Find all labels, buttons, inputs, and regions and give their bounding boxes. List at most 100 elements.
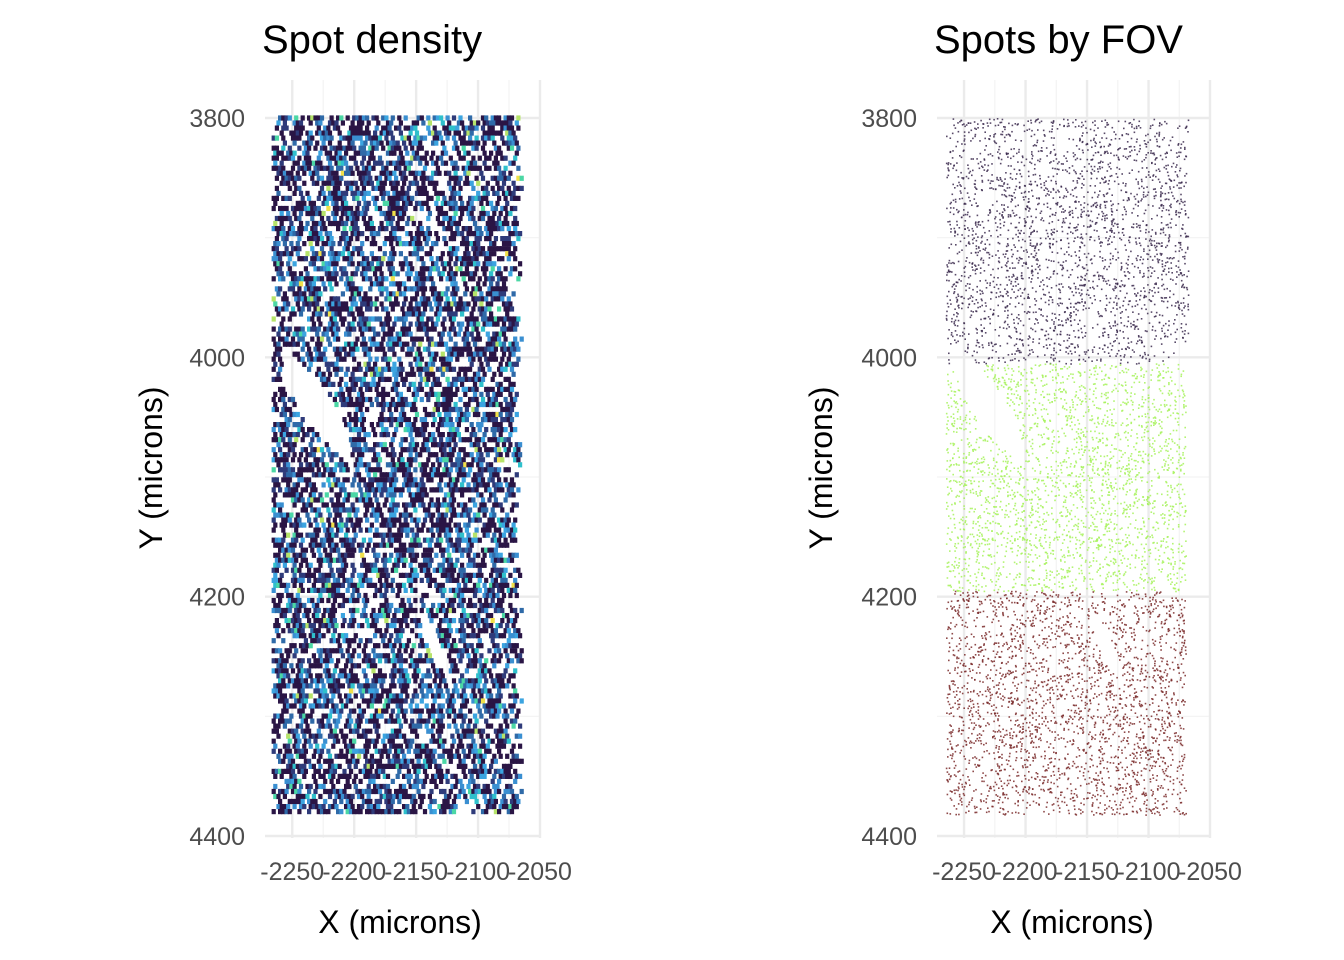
hexbin-cell [281,306,286,312]
hexbin-cell [450,220,455,227]
hexbin-cell [434,381,439,387]
hexbin-cell [413,557,418,563]
hexbin-cell [505,251,510,257]
hexbin-cell [461,437,466,443]
hexbin-cell [284,587,289,593]
hexbin-cell [476,120,481,126]
hexbin-cell [469,210,474,217]
hexbin-cell [329,457,334,463]
hexbin-cell [387,125,392,131]
hexbin-cell [450,200,455,206]
hexbin-cell [501,572,507,578]
hexbin-cell [403,688,408,694]
hexbin-cell [326,125,331,131]
hexbin-cell [276,251,281,257]
hexbin-cell [303,145,308,151]
hexbin-cell [472,251,478,257]
hexbin-cell [371,336,376,342]
hexbin-cell [498,401,503,408]
hexbin-cell [422,296,428,302]
hexbin-cell [390,306,395,312]
hexbin-cell [495,341,500,347]
hexbin-cell [326,165,331,171]
hexbin-cell [319,175,325,181]
hexbin-cell [282,422,287,428]
hexbin-cell [336,336,341,342]
hexbin-cell [500,185,505,191]
hexbin-cell [397,396,402,403]
hexbin-cell [376,381,381,387]
hexbin-cell [476,582,481,588]
hexbin-cell [516,356,521,362]
hexbin-cell [356,442,362,448]
hexbin-cell [305,210,310,217]
hexbin-cell [327,120,333,126]
hexbin-cell [348,165,354,171]
hexbin-cell [273,391,278,397]
hexbin-cell [472,502,478,508]
hexbin-cell [469,231,474,237]
hexbin-cell [460,462,465,468]
hexbin-cell [366,180,371,186]
hexbin-cell [518,452,523,458]
hexbin-cell [384,587,389,593]
hexbin-cell [290,205,296,212]
hexbin-cell [503,316,508,322]
hexbin-cell [294,205,299,212]
hexbin-cell [437,381,442,387]
hexbin-cell [413,246,418,252]
hexbin-cell [271,205,276,212]
hexbin-cell [371,457,376,463]
hexbin-cell [440,562,445,568]
hexbin-cell [511,532,516,538]
hexbin-cell [356,452,362,458]
hexbin-cell [374,316,379,322]
hexbin-cell [282,462,287,468]
hexbin-cell [485,331,490,337]
hexbin-cell [421,432,426,438]
hexbin-cell [334,261,339,267]
hexbin-cell [316,256,321,262]
hexbin-cell [324,200,329,206]
hexbin-cell [474,195,479,201]
hexbin-cell [355,226,360,232]
hexbin-cell [493,155,498,161]
hexbin-cell [371,427,376,433]
hexbin-cell [418,241,423,247]
hexbin-cell [274,306,279,312]
hexbin-cell [455,165,460,171]
hexbin-cell [376,442,381,448]
hexbin-cell [434,401,439,408]
hexbin-cell [361,195,366,201]
hexbin-cell [474,316,479,322]
hexbin-cell [447,432,452,438]
hexbin-cell [315,120,320,126]
hexbin-cell [500,437,505,443]
hexbin-cell [474,286,479,292]
hexbin-cell [327,241,333,247]
hexbin-cell [313,457,318,463]
hexbin-cell [482,411,487,418]
hexbin-cell [271,376,276,382]
hexbin-cell [345,236,350,242]
hexbin-cell [471,155,476,161]
hexbin-cell [489,462,494,468]
hexbin-cell [340,602,345,609]
hexbin-cell [424,643,429,649]
hexbin-cell [389,602,394,609]
hexbin-cell [287,226,292,232]
hexbin-cell [476,472,481,478]
hexbin-cell [385,140,391,146]
hexbin-cell [474,326,479,332]
hexbin-cell [503,668,508,674]
hexbin-cell [513,316,518,322]
hexbin-cell [431,462,436,468]
hexbin-cell [450,190,455,196]
hexbin-cell [308,643,313,649]
hexbin-cell [365,386,370,392]
hexbin-cell [344,381,349,387]
hexbin-cell [361,215,366,222]
hexbin-cell [413,175,418,181]
hexbin-cell [361,115,366,121]
hexbin-cell [509,406,515,413]
